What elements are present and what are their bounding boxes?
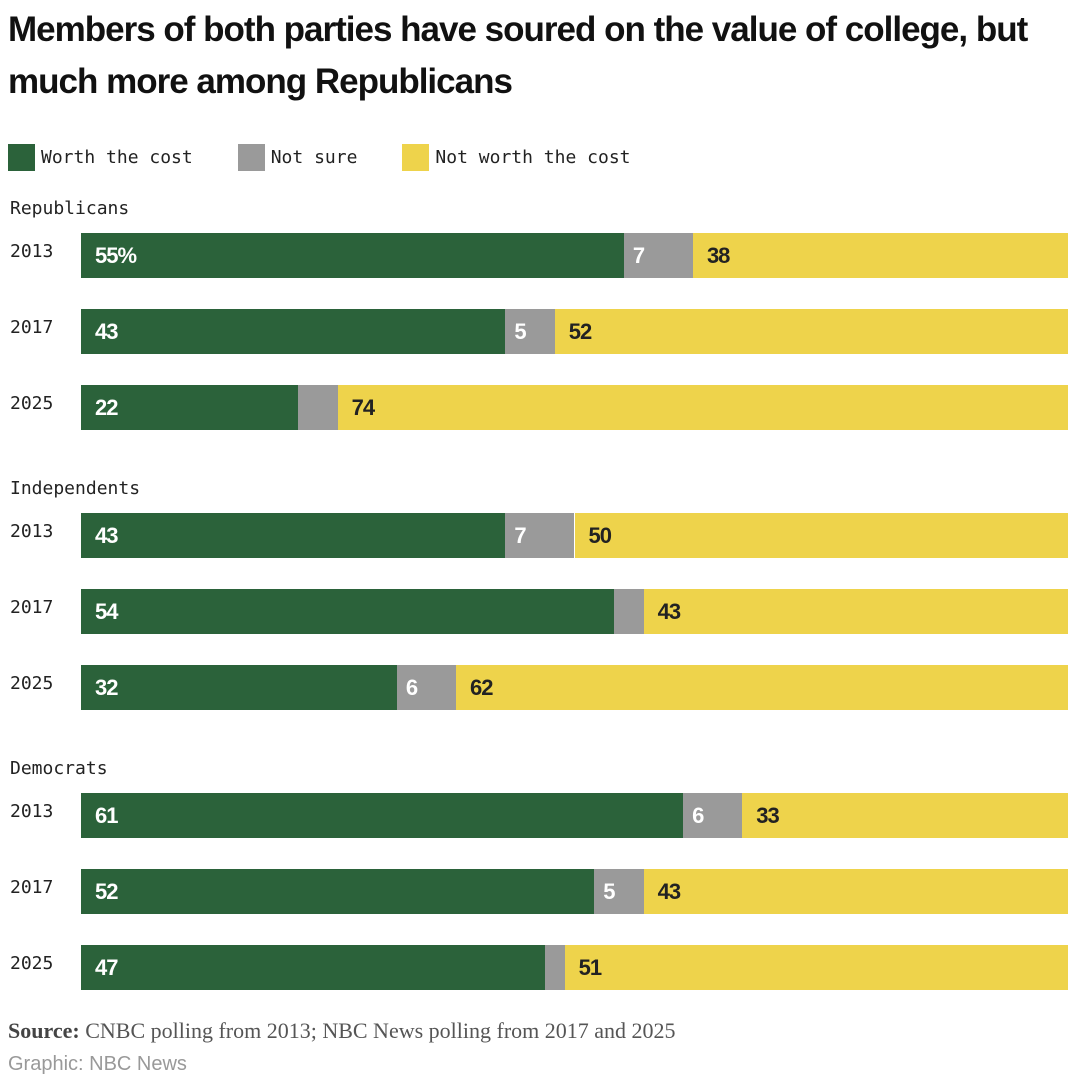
bar-segment	[81, 385, 299, 430]
legend-item: Worth the cost	[8, 144, 193, 171]
bar-segment	[683, 793, 743, 838]
data-label: 50	[588, 523, 613, 548]
bar-segment	[544, 945, 565, 990]
bar-segment	[554, 309, 1068, 354]
chart-title: Members of both parties have soured on t…	[8, 10, 1028, 101]
data-label: 54	[95, 599, 119, 624]
data-label: 61	[95, 803, 119, 828]
data-label: 43	[657, 879, 682, 904]
data-label: 43	[95, 523, 119, 548]
data-label: 5	[603, 879, 615, 904]
bar-segment	[643, 589, 1068, 634]
bar-segment	[643, 869, 1068, 914]
bar-segment	[594, 869, 644, 914]
bar-segment	[81, 589, 614, 634]
year-label: 2017	[10, 877, 54, 898]
legend-label: Not sure	[270, 147, 358, 168]
bar-segment	[623, 233, 693, 278]
data-label: 52	[568, 319, 593, 344]
data-label: 38	[706, 243, 731, 268]
bar-segment	[81, 945, 545, 990]
bar-segment	[81, 513, 506, 558]
year-label: 2013	[10, 801, 54, 822]
legend-item: Not sure	[237, 144, 358, 171]
bar-segment	[564, 945, 1068, 990]
bar-segment	[396, 665, 457, 710]
year-label: 2025	[10, 393, 54, 414]
data-label: 55%	[95, 243, 137, 268]
legend-swatch	[402, 144, 430, 171]
year-label: 2025	[10, 953, 54, 974]
data-label: 7	[632, 243, 645, 268]
data-label: 6	[692, 803, 704, 828]
year-label: 2017	[10, 597, 54, 618]
bar-segment	[81, 309, 506, 354]
data-label: 5	[514, 319, 526, 344]
group-label: Independents	[10, 478, 141, 499]
bar-segment	[742, 793, 1068, 838]
data-label: 43	[95, 319, 119, 344]
data-label: 62	[470, 675, 494, 700]
data-label: 47	[95, 955, 119, 980]
bar-segment	[298, 385, 338, 430]
data-label: 43	[657, 599, 682, 624]
year-label: 2017	[10, 317, 54, 338]
year-label: 2025	[10, 673, 54, 694]
data-label: 32	[95, 675, 119, 700]
source-text: CNBC polling from 2013; NBC News polling…	[79, 1018, 676, 1043]
data-label: 22	[95, 395, 119, 420]
bar-segment	[81, 869, 595, 914]
source-label: Source:	[8, 1018, 80, 1043]
legend-swatch	[237, 144, 265, 171]
year-label: 2013	[10, 241, 54, 262]
data-label: 33	[756, 803, 780, 828]
bar-segment	[81, 233, 624, 278]
bar-segment	[337, 385, 1068, 430]
bar-segment	[505, 513, 575, 558]
bar-segment	[505, 309, 555, 354]
data-label: 7	[514, 523, 526, 548]
legend-label: Worth the cost	[41, 147, 193, 168]
legend-label: Not worth the cost	[435, 147, 631, 168]
legend-swatch	[8, 144, 35, 171]
data-label: 74	[351, 395, 376, 420]
bar-segment	[613, 589, 644, 634]
data-label: 6	[405, 675, 418, 700]
group-label: Democrats	[10, 758, 108, 779]
bar-segment	[692, 233, 1068, 278]
year-label: 2013	[10, 521, 54, 542]
bar-segment	[456, 665, 1068, 710]
bar-segment	[81, 665, 397, 710]
data-label: 52	[95, 879, 119, 904]
source-note: Source: CNBC polling from 2013; NBC News…	[8, 1018, 676, 1044]
bar-segment	[574, 513, 1068, 558]
legend-item: Not worth the cost	[402, 144, 631, 171]
bar-segment	[81, 793, 684, 838]
group-label: Republicans	[10, 198, 130, 219]
data-label: 51	[578, 955, 603, 980]
graphic-credit: Graphic: NBC News	[8, 1053, 187, 1075]
legend: Worth the cost Not sure Not worth the cost	[8, 144, 676, 171]
